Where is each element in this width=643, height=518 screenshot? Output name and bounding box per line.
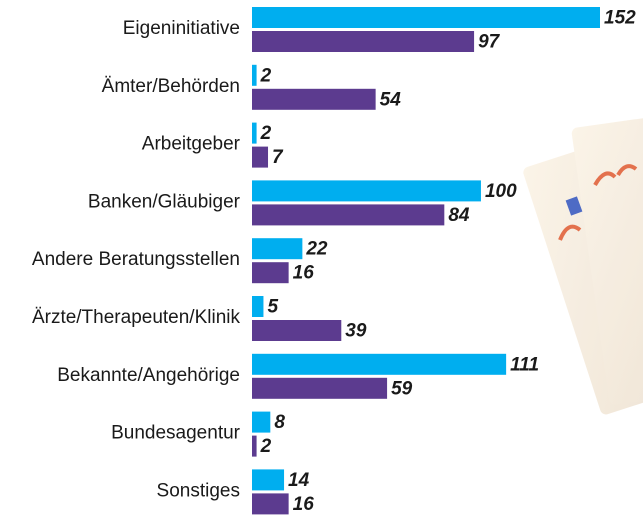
value-label: 7	[272, 147, 284, 168]
bar	[252, 377, 388, 399]
background-money	[523, 108, 643, 415]
category-label: Banken/Gläubiger	[88, 191, 241, 212]
bar	[252, 469, 285, 491]
value-label: 2	[260, 123, 272, 144]
value-label: 54	[380, 89, 402, 110]
value-label: 84	[448, 205, 470, 226]
value-label: 14	[288, 470, 310, 491]
category-label: Eigeninitiative	[123, 18, 240, 39]
bar	[252, 353, 507, 375]
category-label: Ärzte/Therapeuten/Klinik	[32, 307, 241, 328]
bar	[252, 238, 303, 260]
value-label: 97	[478, 32, 501, 53]
value-label: 39	[345, 321, 367, 342]
value-label: 22	[305, 239, 328, 260]
category-label: Sonstiges	[157, 480, 240, 501]
value-label: 111	[510, 354, 539, 375]
bar	[252, 320, 342, 341]
value-label: 5	[267, 297, 278, 318]
bar	[252, 204, 445, 226]
category-label: Andere Beratungsstellen	[32, 249, 240, 270]
bar	[252, 493, 289, 515]
value-label: 2	[260, 436, 272, 457]
category-label: Bekannte/Angehörige	[57, 365, 240, 386]
bar	[252, 146, 269, 168]
bar	[252, 296, 264, 317]
value-label: 152	[604, 8, 636, 29]
value-label: 100	[485, 181, 517, 202]
value-label: 2	[260, 65, 272, 86]
category-label: Bundesagentur	[111, 423, 241, 444]
category-label: Arbeitgeber	[142, 134, 241, 155]
bar	[252, 7, 600, 28]
category-label: Ämter/Behörden	[102, 76, 240, 97]
value-label: 16	[293, 263, 315, 284]
value-label: 8	[274, 412, 285, 433]
bar	[252, 64, 257, 86]
bar	[252, 411, 271, 433]
bar	[252, 88, 376, 110]
value-label: 16	[293, 494, 315, 515]
value-label: 59	[391, 378, 413, 399]
bar	[252, 122, 257, 144]
bar	[252, 262, 289, 284]
bar	[252, 435, 257, 457]
bar	[252, 180, 481, 202]
bar	[252, 31, 475, 52]
